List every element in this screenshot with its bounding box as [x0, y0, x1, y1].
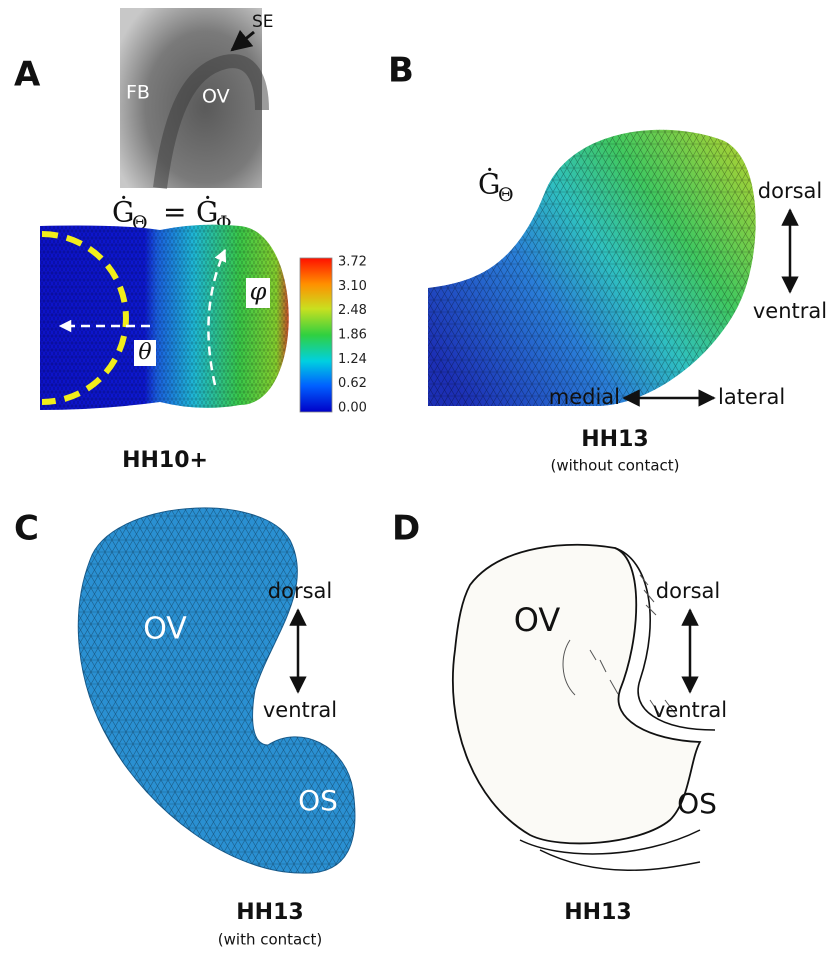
photo-label: OV — [202, 86, 230, 108]
photo-label: SE — [252, 12, 274, 32]
direction-label: medial — [549, 385, 620, 409]
mesh-grid — [40, 225, 289, 410]
caption: HH13 — [236, 900, 303, 925]
caption: HH13 — [581, 427, 648, 452]
direction-label: ventral — [753, 299, 827, 323]
direction-label: dorsal — [758, 179, 822, 203]
colorbar-label: 0.62 — [338, 376, 367, 391]
direction-label: ventral — [653, 698, 727, 722]
panel-letter: C — [14, 509, 39, 549]
colorbar-label: 1.24 — [338, 352, 367, 367]
angle-label: φ — [250, 278, 267, 306]
region-label: OS — [298, 784, 338, 817]
direction-label: dorsal — [656, 579, 720, 603]
eq-op: = — [163, 196, 186, 229]
caption: HH10+ — [122, 448, 208, 473]
panel-letter: A — [14, 55, 41, 95]
panel-letter: D — [392, 509, 420, 549]
region-label: OV — [514, 601, 561, 639]
panel-letter: B — [388, 51, 414, 91]
photo-label: FB — [126, 82, 150, 104]
colorbar — [300, 258, 332, 412]
region-label: OV — [143, 612, 187, 647]
subcaption: (without contact) — [551, 457, 680, 475]
caption: HH13 — [564, 900, 631, 925]
direction-label: ventral — [263, 698, 337, 722]
direction-label: lateral — [718, 385, 785, 409]
mesh-grid — [78, 508, 355, 873]
figure: A SE FB OV Ġ Θ = Ġ Φ θ φ 3.723.102.481.8… — [0, 0, 837, 965]
colorbar-label: 1.86 — [338, 328, 367, 343]
colorbar-label: 3.72 — [338, 255, 367, 270]
colorbar-label: 0.00 — [338, 401, 367, 416]
colorbar-label: 3.10 — [338, 279, 367, 294]
direction-label: dorsal — [268, 579, 332, 603]
rate-sub: Θ — [498, 184, 514, 206]
region-label: OS — [677, 787, 717, 820]
subcaption: (with contact) — [218, 931, 322, 949]
colorbar-label: 2.48 — [338, 303, 367, 318]
angle-label: θ — [138, 340, 151, 365]
